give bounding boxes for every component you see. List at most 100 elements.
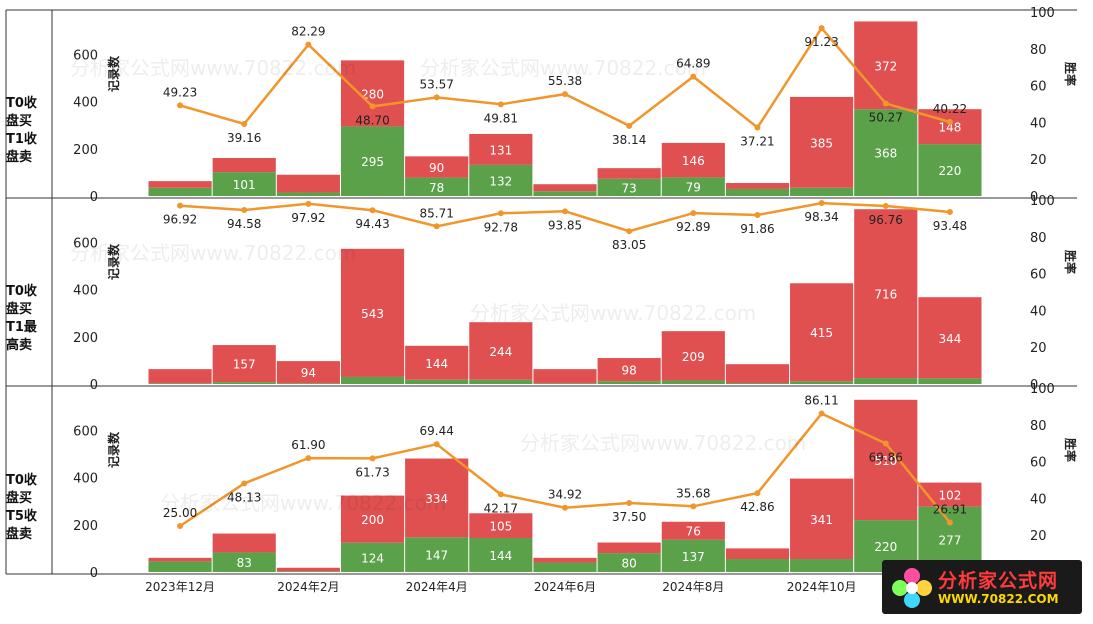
rate-label: 37.21 — [740, 135, 774, 149]
bar-loss-label: 102 — [938, 489, 961, 503]
rate-label: 91.86 — [740, 222, 774, 236]
y-tick-label: 0 — [90, 378, 98, 393]
rate-point — [690, 503, 697, 510]
bar-loss — [725, 548, 790, 560]
panel-3-label: T0收盘买T5收盘卖 — [6, 473, 37, 542]
bar-win — [340, 126, 405, 196]
y2-tick-label: 100 — [1030, 194, 1055, 209]
y-axis-title: 记录数 — [106, 55, 121, 92]
rate-point — [305, 455, 312, 462]
bar-win — [597, 553, 661, 572]
bar-win — [469, 538, 533, 572]
rate-point — [626, 228, 633, 235]
bar-loss-label: 131 — [489, 143, 512, 157]
y2-axis-title: 胜率 — [1063, 438, 1078, 462]
rate-point — [241, 120, 248, 127]
bar-loss — [212, 533, 276, 553]
rate-label: 37.50 — [612, 510, 646, 524]
bar-loss — [790, 478, 854, 560]
bar-win-label: 147 — [425, 549, 448, 563]
bar-win — [790, 381, 854, 384]
bar-win-label: 80 — [622, 557, 637, 571]
logo-name: 分析家公式网 — [938, 570, 1059, 592]
y2-tick-label: 80 — [1030, 43, 1047, 58]
rate-label: 82.29 — [291, 25, 325, 39]
rate-point — [946, 208, 953, 215]
bar-win-label: 220 — [874, 540, 897, 554]
rate-label: 40.22 — [933, 102, 967, 116]
rate-label: 61.73 — [355, 465, 389, 479]
rate-point — [754, 490, 761, 497]
bar-loss — [661, 521, 725, 540]
rate-label: 93.48 — [933, 219, 967, 233]
y-tick-label: 200 — [73, 331, 98, 346]
rate-point — [818, 410, 825, 417]
bar-loss-label: 244 — [489, 345, 512, 359]
rate-label: 50.27 — [869, 111, 903, 125]
bar-loss-label: 94 — [301, 366, 316, 380]
rate-point — [690, 210, 697, 217]
rate-point — [177, 523, 184, 529]
bar-win — [469, 164, 533, 196]
bar-loss — [533, 557, 597, 563]
bar-loss — [212, 345, 276, 383]
bar-loss — [661, 142, 725, 178]
y-axis-title: 记录数 — [106, 431, 121, 468]
bar-loss — [148, 181, 212, 188]
y2-tick-label: 80 — [1030, 231, 1047, 246]
rate-label: 69.86 — [869, 450, 903, 464]
bar-loss — [340, 248, 405, 377]
rate-point — [497, 210, 504, 217]
bar-win — [597, 178, 661, 196]
bar-loss — [148, 557, 212, 562]
rate-point — [562, 208, 568, 215]
bar-loss — [212, 158, 276, 173]
bar-win — [918, 378, 982, 384]
rate-point — [369, 207, 376, 214]
rate-point — [562, 504, 568, 511]
bar-loss — [405, 345, 469, 380]
bar-win — [533, 191, 597, 196]
bar-loss-label: 372 — [874, 59, 897, 73]
y-tick-label: 200 — [73, 143, 98, 158]
rate-label: 91.23 — [804, 35, 838, 49]
watermark-text: 分析家公式网www.70822.com — [420, 56, 706, 80]
rate-point — [433, 441, 440, 448]
watermark-text: 分析家公式网www.70822.com — [70, 56, 356, 80]
rate-point — [562, 91, 568, 98]
bar-win — [533, 562, 597, 572]
rate-point — [241, 480, 248, 487]
bar-loss-label: 415 — [810, 326, 833, 340]
rate-point — [754, 211, 761, 218]
bar-win — [533, 383, 597, 384]
bar-loss — [661, 331, 725, 381]
panel-2-label: T0收盘买T1最高卖 — [6, 284, 37, 353]
bar-win-label: 124 — [361, 551, 384, 565]
rate-label: 85.71 — [420, 206, 454, 220]
bar-win — [661, 380, 725, 384]
bar-loss-label: 209 — [682, 350, 705, 364]
bar-loss — [597, 358, 661, 382]
bar-loss-label: 543 — [361, 307, 384, 321]
bar-loss-label: 334 — [425, 492, 448, 506]
bar-loss — [854, 399, 918, 521]
rate-label: 48.13 — [227, 490, 261, 504]
rate-label: 39.16 — [227, 131, 261, 145]
rate-label: 64.89 — [676, 57, 710, 71]
bar-win — [148, 561, 212, 572]
bar-loss-label: 146 — [682, 154, 705, 168]
rate-label: 38.14 — [612, 133, 646, 147]
watermark-text: 分析家公式网www.70822.com — [520, 431, 806, 455]
rate-label: 92.89 — [676, 220, 710, 234]
rate-label: 25.00 — [163, 506, 197, 520]
rate-label: 42.86 — [740, 500, 774, 514]
bar-loss — [533, 369, 597, 384]
bar-win — [661, 539, 725, 572]
y-tick-label: 400 — [73, 96, 98, 111]
bar-loss — [276, 174, 340, 193]
bar-win — [212, 382, 276, 384]
rate-point — [690, 73, 697, 80]
y2-tick-label: 40 — [1030, 116, 1047, 131]
y2-tick-label: 40 — [1030, 492, 1047, 507]
bar-loss-label: 148 — [938, 121, 961, 135]
